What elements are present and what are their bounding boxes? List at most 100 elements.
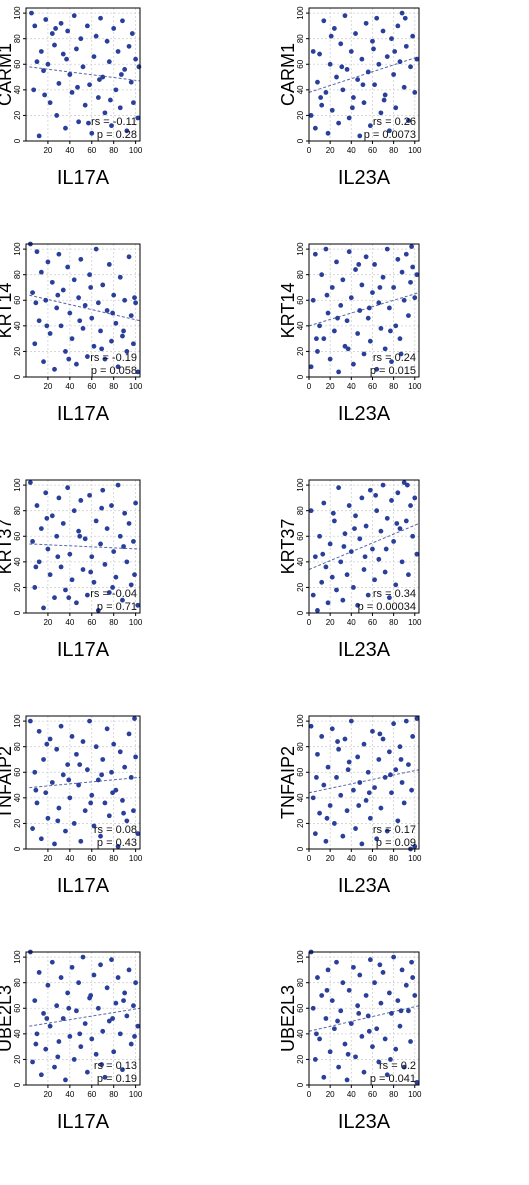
data-point: [399, 780, 405, 785]
data-point: [43, 297, 49, 303]
x-tick-label: 100: [129, 146, 143, 155]
data-point: [323, 838, 329, 844]
data-point: [348, 295, 354, 301]
data-point: [331, 26, 337, 31]
data-point: [133, 754, 139, 760]
data-point: [124, 1013, 130, 1019]
data-point: [359, 841, 365, 847]
data-point: [406, 118, 411, 123]
data-point: [128, 774, 134, 780]
scatter-svg: 20 40 60 80 100 0 20 40 60 80 100 IL17A TNFAIP2 rs = …: [0, 714, 143, 897]
y-axis-title: KRT14: [0, 283, 15, 339]
data-point: [43, 1046, 49, 1052]
data-point: [374, 836, 380, 842]
y-tick-label: 0: [13, 846, 22, 851]
data-point: [128, 79, 134, 85]
x-tick-label: 80: [389, 1090, 398, 1099]
y-tick-label: 100: [13, 714, 22, 728]
data-point: [30, 290, 35, 295]
data-point: [386, 128, 392, 134]
stat-p-label: p = 0.43: [97, 837, 137, 849]
data-point: [314, 774, 319, 780]
data-point: [54, 746, 60, 752]
data-point: [352, 526, 357, 531]
data-point: [113, 1000, 119, 1006]
x-tick-label: 60: [87, 1090, 96, 1099]
data-point: [77, 533, 83, 539]
data-point: [65, 762, 71, 767]
data-point: [315, 751, 320, 757]
scatter-svg: 20 40 60 80 100 0 20 40 60 80 100 IL17A KRT14 rs = -0…: [0, 241, 143, 425]
data-point: [98, 833, 103, 839]
data-point: [323, 90, 329, 95]
data-point: [403, 251, 409, 257]
data-point: [121, 544, 126, 549]
data-point: [399, 269, 405, 275]
plot-frame: [25, 715, 141, 850]
data-point: [351, 964, 356, 970]
data-point: [27, 480, 33, 485]
data-point: [317, 810, 322, 816]
data-point: [351, 585, 356, 590]
data-point: [111, 1049, 117, 1055]
data-point: [378, 805, 384, 811]
y-tick-label: 40: [13, 793, 22, 802]
data-point: [44, 515, 50, 521]
data-point: [113, 787, 119, 793]
x-tick-label: 100: [408, 854, 422, 863]
data-point: [355, 77, 361, 83]
data-point: [360, 82, 366, 88]
data-point: [327, 356, 333, 362]
y-tick-label: 80: [13, 34, 22, 43]
data-point: [319, 993, 325, 998]
y-tick-label: 60: [13, 531, 22, 540]
data-point: [412, 844, 418, 849]
data-point: [345, 767, 351, 773]
data-point: [100, 74, 106, 80]
data-point: [111, 26, 117, 31]
x-tick-label: 0: [307, 618, 312, 627]
data-point: [323, 1016, 329, 1021]
data-point: [45, 546, 51, 552]
scatter-panel-carm1-il23a: 0 20 40 60 80 100 0 20 40 60 80 100 IL23A CARM1 rs = 0…: [265, 0, 529, 236]
data-point: [100, 487, 106, 493]
data-point: [321, 782, 327, 788]
data-point: [65, 264, 71, 270]
data-point: [71, 508, 77, 514]
data-point: [372, 577, 377, 583]
data-point: [110, 1016, 115, 1021]
y-axis-title: KRT14: [278, 283, 298, 339]
data-point: [77, 318, 83, 324]
data-point: [355, 602, 361, 608]
data-point: [391, 538, 397, 544]
y-axis-title: KRT37: [0, 519, 15, 575]
x-tick-label: 80: [389, 854, 398, 863]
y-tick-label: 100: [13, 6, 22, 20]
data-point: [120, 1067, 125, 1073]
data-point: [376, 556, 382, 562]
trend-line: [308, 769, 420, 794]
data-point: [401, 1064, 407, 1070]
data-point: [133, 300, 139, 306]
data-point: [88, 285, 94, 290]
x-tick-label: 100: [129, 618, 143, 627]
y-tick-label: 80: [13, 978, 22, 987]
y-tick-label: 20: [13, 346, 22, 355]
data-point: [365, 69, 371, 75]
data-point: [410, 533, 416, 539]
data-point: [89, 792, 95, 798]
y-tick-label: 40: [13, 557, 22, 566]
data-point: [325, 130, 331, 136]
x-tick-label: 100: [129, 1090, 143, 1099]
y-tick-label: 20: [296, 818, 305, 827]
data-point: [122, 510, 128, 516]
data-point: [414, 56, 420, 62]
data-point: [67, 310, 73, 316]
data-point: [86, 120, 91, 126]
trend-line: [29, 776, 141, 789]
data-point: [355, 331, 361, 336]
data-point: [97, 77, 102, 83]
data-point: [133, 980, 139, 986]
data-point: [384, 515, 390, 521]
y-tick-label: 40: [13, 85, 22, 94]
